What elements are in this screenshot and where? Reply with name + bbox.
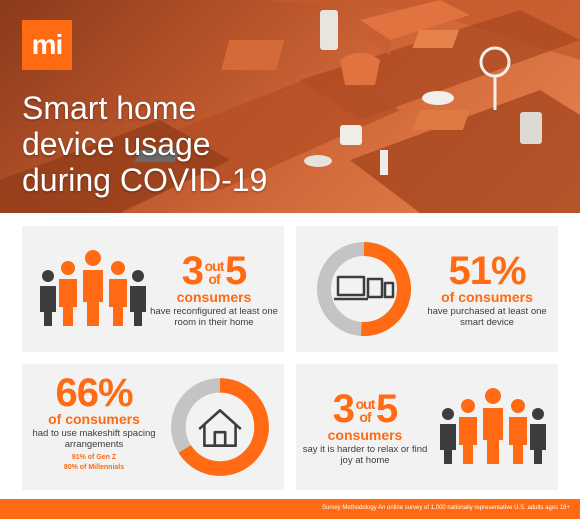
stat-panel-makeshift: 66% of consumers had to use makeshift sp… bbox=[22, 364, 284, 490]
people-group-icon bbox=[440, 388, 546, 464]
stat-subline: 91% of Gen Z bbox=[71, 454, 117, 461]
stat-value: 3 out of 5 bbox=[181, 249, 248, 293]
stat-value: 66% bbox=[55, 371, 133, 415]
stat-block: 3 out of 5 consumers have reconfigured at … bbox=[150, 249, 278, 328]
people-group-icon bbox=[40, 250, 146, 326]
mi-logo: mi bbox=[22, 20, 72, 70]
stat-description: say it is harder to relax or find joy at… bbox=[302, 444, 428, 466]
stat-unit: of consumers bbox=[441, 289, 533, 305]
stat-subline: 80% of Millennials bbox=[63, 464, 125, 471]
stat-block: 66% of consumers had to use makeshift sp… bbox=[28, 371, 160, 473]
footer-bar: Survey Methodology An online survey of 1… bbox=[0, 499, 580, 519]
progress-ring bbox=[171, 378, 269, 476]
stat-description: have purchased at least one smart device bbox=[427, 306, 547, 328]
survey-methodology-text: Survey Methodology An online survey of 1… bbox=[322, 505, 570, 511]
stat-description: had to use makeshift spacing arrangement… bbox=[32, 428, 156, 450]
stat-description: have reconfigured at least one room in t… bbox=[150, 306, 278, 328]
stat-block: 51% of consumers have purchased at least… bbox=[422, 249, 552, 328]
progress-ring bbox=[317, 242, 411, 336]
stat-unit: of consumers bbox=[48, 411, 140, 427]
stat-panel-reconfigured: 3 out of 5 consumers have reconfigured at … bbox=[22, 226, 284, 352]
house-icon bbox=[198, 409, 242, 448]
devices-icon bbox=[334, 275, 395, 301]
stat-value: 3 out of 5 bbox=[332, 387, 399, 431]
stat-value: 51% bbox=[448, 249, 526, 293]
hero-banner: mi Smart home device usage during COVID-… bbox=[0, 0, 580, 213]
stat-panel-purchased: 51% of consumers have purchased at least… bbox=[296, 226, 558, 352]
hero-illustration bbox=[0, 0, 580, 213]
stat-unit: consumers bbox=[327, 427, 403, 443]
stat-unit: consumers bbox=[176, 289, 252, 305]
page-title: Smart home device usage during COVID-19 bbox=[22, 90, 268, 198]
stat-block: 3 out of 5 consumers say it is harder to r… bbox=[300, 387, 430, 466]
stat-panel-harder-to-relax: 3 out of 5 consumers say it is harder to r… bbox=[296, 364, 558, 490]
